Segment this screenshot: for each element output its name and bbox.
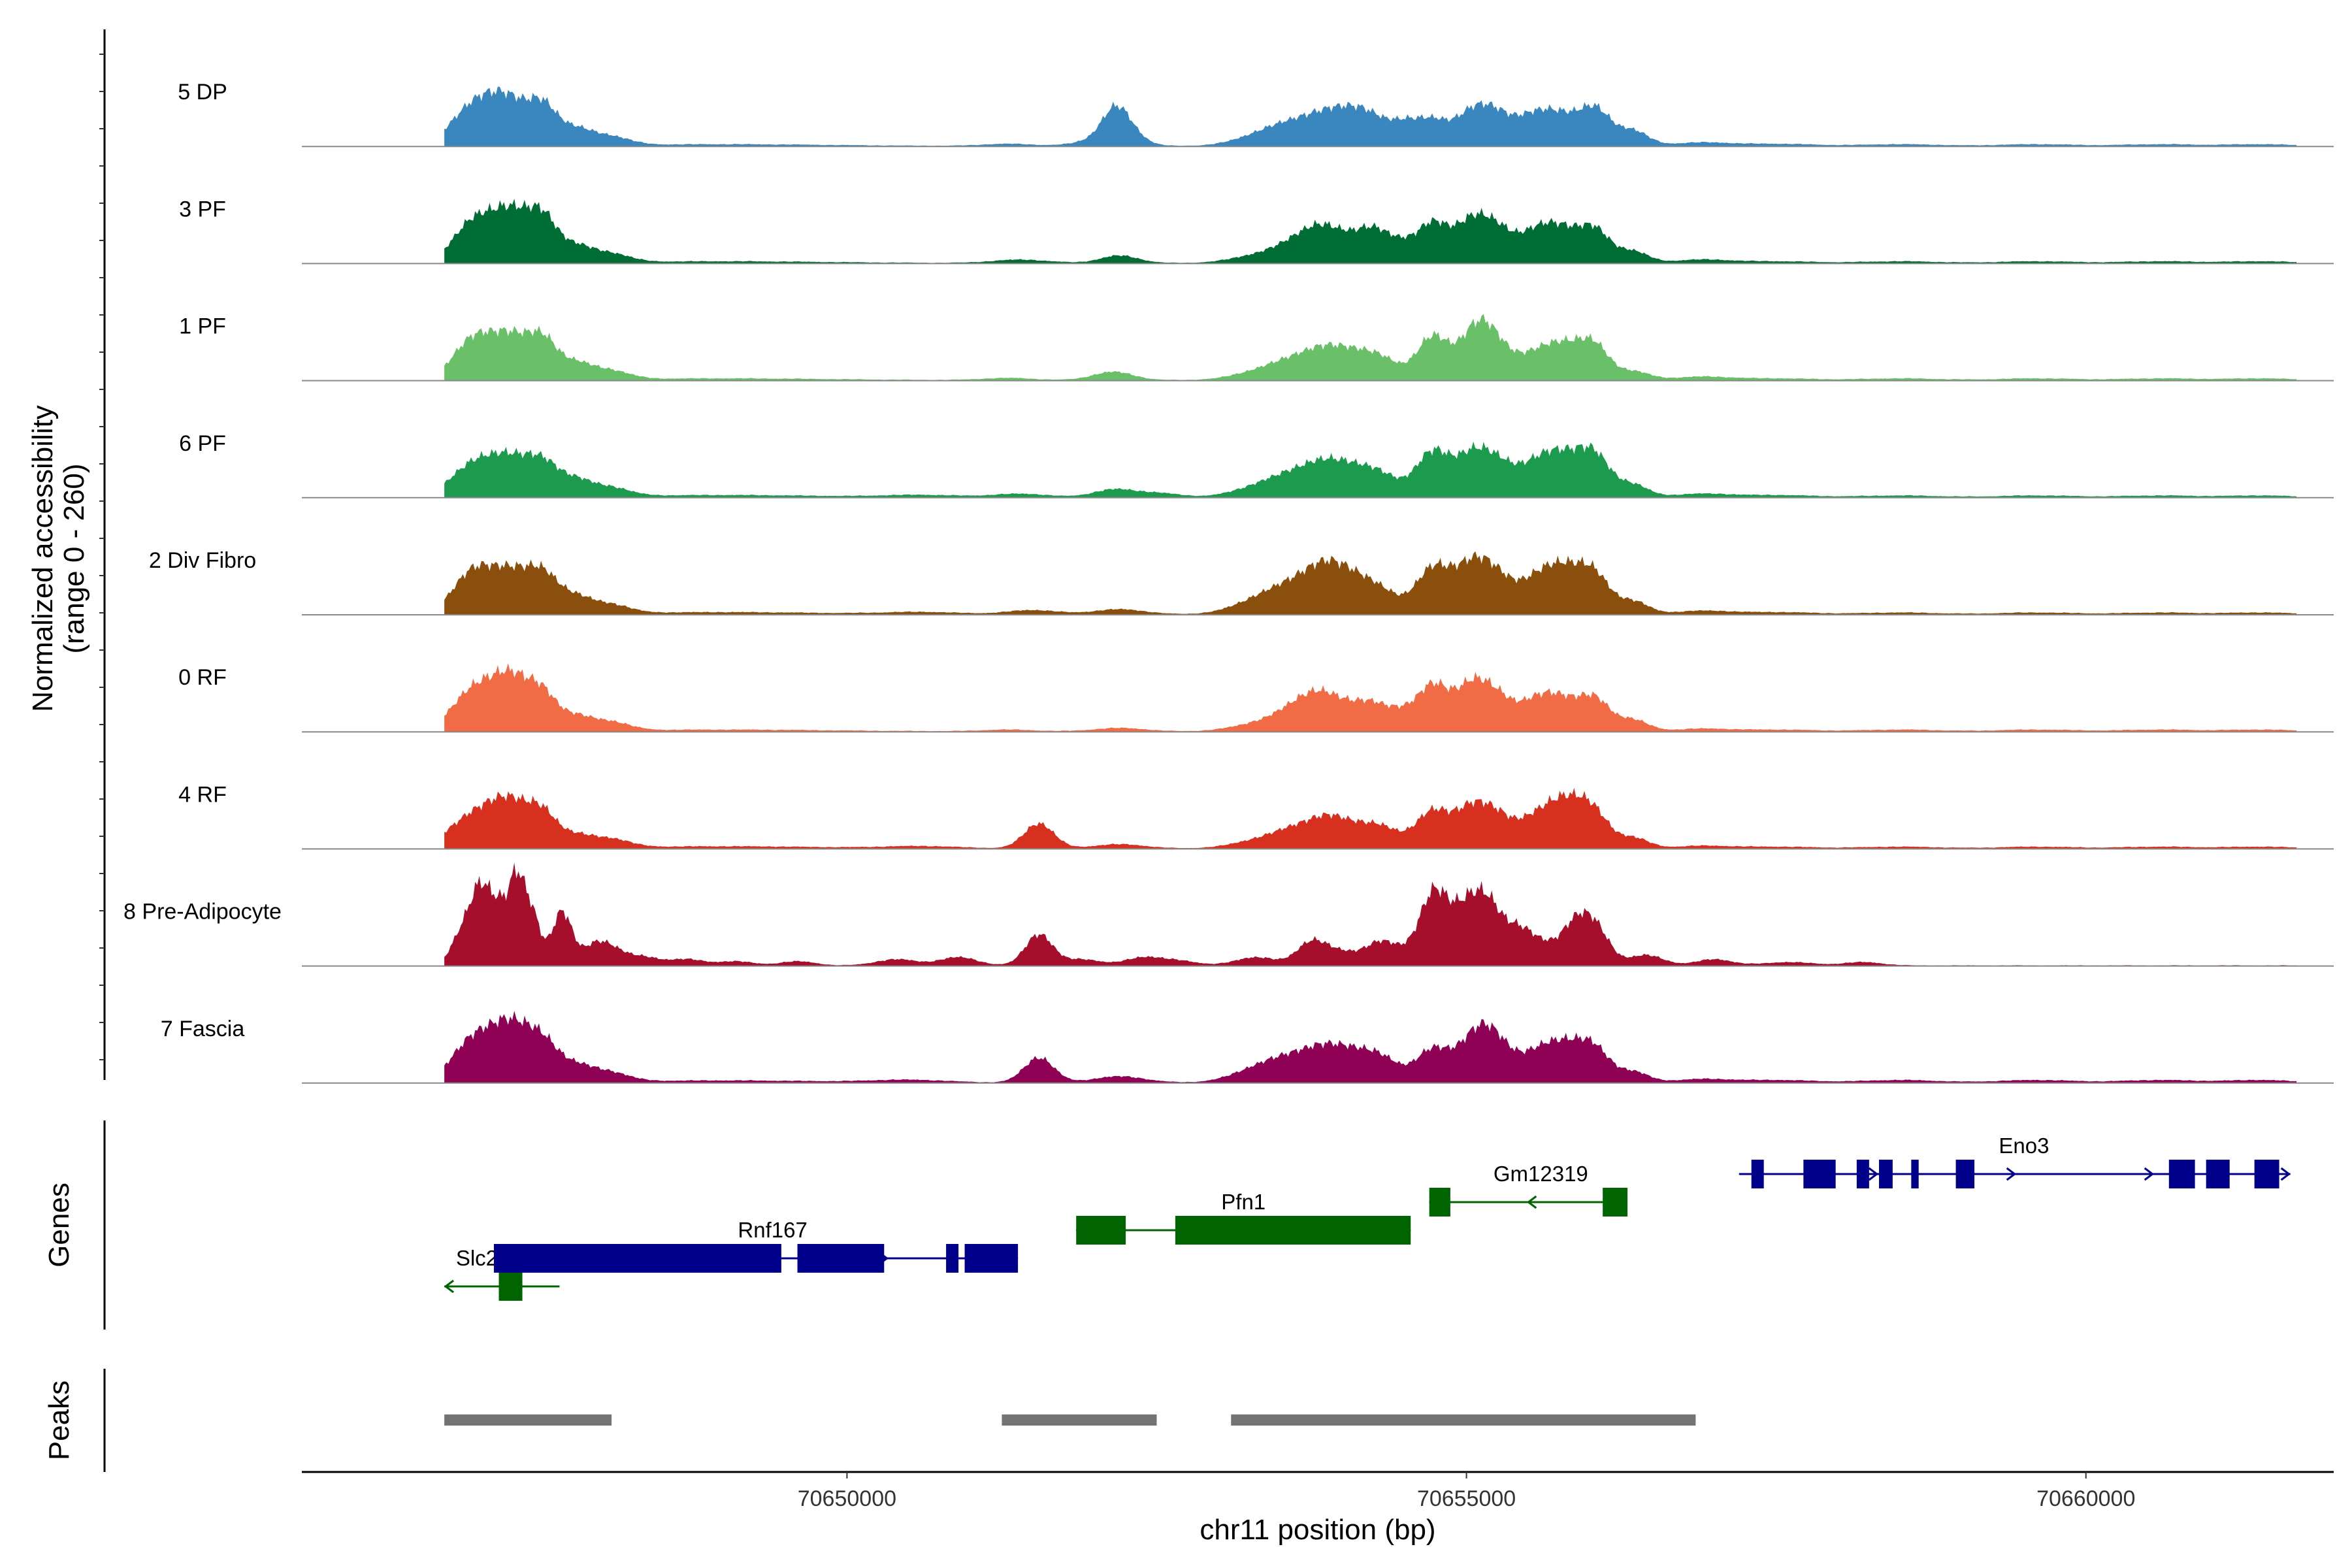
coverage-area — [444, 199, 2297, 264]
coverage-track: 5 DP — [178, 80, 2334, 148]
gene-exon — [1603, 1188, 1628, 1217]
x-tick-label: 70660000 — [2036, 1486, 2135, 1511]
peaks-panel: Peaks — [43, 1369, 1696, 1472]
coverage-track: 4 RF — [178, 782, 2334, 850]
gene-exon — [1429, 1188, 1450, 1217]
coverage-area — [444, 787, 2297, 849]
x-tick-label: 70655000 — [1417, 1486, 1516, 1511]
strand-arrow — [1868, 1167, 1879, 1181]
gene-exon — [1751, 1160, 1764, 1188]
gene-exon — [2168, 1160, 2195, 1188]
gene-label: Rnf167 — [738, 1218, 807, 1242]
genes-panel-label: Genes — [43, 1183, 75, 1267]
track-label: 8 Pre-Adipocyte — [123, 900, 282, 924]
peaks-panel-label: Peaks — [43, 1380, 75, 1460]
gene-exon — [1879, 1160, 1893, 1188]
gene-models: Slc25a11Rnf167Pfn1Gm12319Eno3 — [444, 1134, 2291, 1301]
coverage-area — [444, 663, 2297, 732]
gene-exon — [797, 1244, 885, 1273]
track-label: 4 RF — [178, 782, 227, 807]
y-axis-title-range: (range 0 - 260) — [58, 463, 90, 653]
strand-arrow — [1526, 1195, 1537, 1209]
strand-arrow — [2006, 1167, 2017, 1181]
gene-exon — [2206, 1160, 2230, 1188]
gene-label: Eno3 — [1999, 1134, 2049, 1158]
gene-model: Pfn1 — [1075, 1190, 1411, 1245]
gene-exon — [1175, 1216, 1411, 1245]
peak-region — [1231, 1414, 1696, 1426]
coverage-track: 6 PF — [179, 431, 2334, 498]
gene-label: Pfn1 — [1221, 1190, 1266, 1214]
track-label: 0 RF — [178, 665, 227, 690]
gene-exon — [964, 1244, 1019, 1273]
gene-exon — [1856, 1160, 1869, 1188]
track-label: 6 PF — [179, 431, 226, 456]
x-axis-title: chr11 position (bp) — [1200, 1514, 1435, 1546]
coverage-area — [444, 862, 2297, 966]
y-axis-ticks — [99, 54, 105, 1060]
peak-region — [444, 1414, 612, 1426]
coverage-track: 7 Fascia — [161, 1011, 2334, 1084]
coverage-area — [444, 1011, 2297, 1083]
gene-label: Gm12319 — [1494, 1162, 1588, 1186]
track-label: 3 PF — [179, 197, 226, 221]
y-axis: Normalized accessibility (range 0 - 260) — [27, 29, 106, 1080]
y-axis-title: Normalized accessibility — [27, 405, 59, 711]
strand-arrow — [444, 1279, 454, 1294]
x-tick-label: 70650000 — [798, 1486, 896, 1511]
gene-exon — [1803, 1160, 1836, 1188]
coverage-track: 1 PF — [179, 314, 2334, 382]
gene-exon — [498, 1272, 523, 1301]
coverage-area — [444, 441, 2297, 498]
track-label: 5 DP — [178, 80, 227, 105]
gene-exon — [493, 1244, 781, 1273]
gene-model: Eno3 — [1739, 1134, 2291, 1188]
coverage-area — [444, 314, 2297, 381]
gene-exon — [1076, 1216, 1126, 1245]
gene-exon — [1911, 1160, 1919, 1188]
genes-panel: Genes Slc25a11Rnf167Pfn1Gm12319Eno3 — [43, 1120, 2291, 1330]
track-label: 2 Div Fibro — [149, 548, 256, 573]
track-label: 1 PF — [179, 314, 226, 339]
track-label: 7 Fascia — [161, 1017, 245, 1041]
coverage-track: 8 Pre-Adipocyte — [123, 862, 2334, 967]
gene-exon — [2254, 1160, 2279, 1188]
strand-arrow — [2144, 1167, 2155, 1181]
coverage-area — [444, 86, 2297, 147]
coverage-track: 0 RF — [178, 663, 2334, 733]
gene-exon — [1955, 1160, 1975, 1188]
peak-regions — [444, 1414, 1696, 1426]
coverage-tracks: 5 DP 3 PF 1 PF 6 PF 2 Div Fibro 0 RF 4 RF 8 Pre… — [123, 80, 2334, 1084]
coverage-area — [444, 551, 2297, 615]
coverage-track: 3 PF — [179, 197, 2334, 265]
x-axis: 70650000 70655000 70660000 chr11 position … — [302, 1471, 2334, 1546]
gene-model: Gm12319 — [1429, 1162, 1628, 1217]
gene-exon — [946, 1244, 959, 1273]
peak-region — [1002, 1414, 1157, 1426]
x-axis-ticks: 70650000 70655000 70660000 — [798, 1472, 2135, 1511]
coverage-track: 2 Div Fibro — [149, 548, 2334, 615]
gene-model: Rnf167 — [493, 1218, 1019, 1273]
strand-arrow — [2280, 1167, 2291, 1181]
